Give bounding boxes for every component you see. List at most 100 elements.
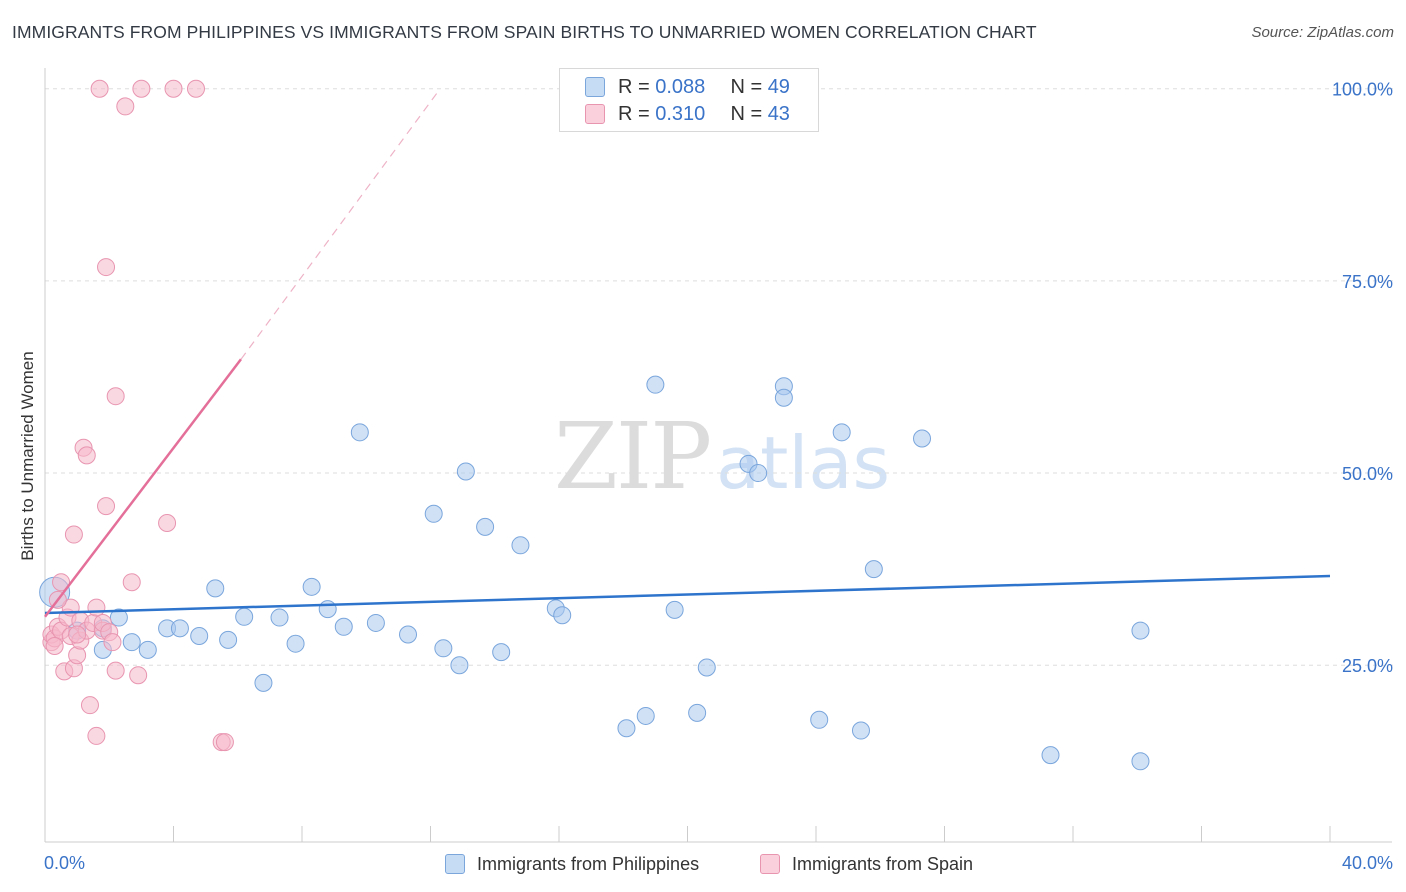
data-point-spain xyxy=(116,97,135,116)
grid-lines xyxy=(45,88,1395,666)
data-point-philippines xyxy=(810,710,829,729)
trend-line-spain-extension xyxy=(240,88,441,360)
data-point-philippines xyxy=(749,464,768,483)
data-point-philippines xyxy=(366,613,385,632)
data-point-spain xyxy=(68,646,87,665)
y-tick-label: 50.0% xyxy=(1342,464,1393,484)
legend-text-spain: R = 0.310 N = 43 xyxy=(618,103,790,126)
x-tick-label: 40.0% xyxy=(1342,853,1393,873)
data-point-spain xyxy=(186,79,205,98)
bottom-legend-swatch-spain xyxy=(760,854,780,874)
data-point-philippines xyxy=(254,673,273,692)
data-point-philippines xyxy=(646,375,665,394)
data-point-philippines xyxy=(832,423,851,442)
legend-text-philippines: R = 0.088 N = 49 xyxy=(618,76,790,99)
data-point-philippines xyxy=(219,630,238,649)
data-point-philippines xyxy=(450,656,469,675)
data-point-philippines xyxy=(697,658,716,677)
legend-n-value-spain: 43 xyxy=(767,102,790,125)
data-point-spain xyxy=(132,79,151,98)
data-point-spain xyxy=(158,514,177,533)
legend-n-value-philippines: 49 xyxy=(767,75,790,98)
trend-line-philippines xyxy=(44,574,1331,615)
data-point-philippines xyxy=(774,388,793,407)
bottom-legend-spain: Immigrants from Spain xyxy=(760,852,973,876)
legend-swatch-philippines xyxy=(585,77,605,97)
legend-r-value-philippines: 0.088 xyxy=(655,75,706,98)
data-point-philippines xyxy=(476,517,495,536)
data-point-philippines xyxy=(456,462,475,481)
legend-r-label: R = xyxy=(618,102,650,125)
trend-line-spain xyxy=(44,358,242,618)
data-point-philippines xyxy=(1041,746,1060,765)
data-point-spain xyxy=(87,598,106,617)
data-point-philippines xyxy=(688,703,707,722)
x-tick-label: 0.0% xyxy=(44,853,85,873)
data-point-philippines xyxy=(109,608,128,627)
tick-labels: 25.0% 50.0% 75.0% 100.0% 0.0% 40.0% xyxy=(44,80,1393,873)
data-point-philippines xyxy=(913,429,932,448)
data-point-philippines xyxy=(424,504,443,523)
y-tick-label: 100.0% xyxy=(1332,80,1393,100)
data-point-philippines xyxy=(1131,752,1150,771)
data-point-philippines xyxy=(434,639,453,658)
data-point-spain xyxy=(103,633,122,652)
data-point-philippines xyxy=(190,627,209,646)
bottom-legend-label-spain: Immigrants from Spain xyxy=(792,853,974,874)
data-point-spain xyxy=(87,726,106,745)
data-point-spain xyxy=(90,79,109,98)
y-tick-label: 25.0% xyxy=(1342,656,1393,676)
data-point-philippines xyxy=(302,577,321,596)
data-point-spain xyxy=(215,733,234,752)
data-point-philippines xyxy=(334,617,353,636)
data-point-philippines xyxy=(665,600,684,619)
legend-r-value-spain: 0.310 xyxy=(655,102,706,125)
y-axis-label: Births to Unmarried Women xyxy=(18,351,37,561)
data-point-philippines xyxy=(636,706,655,725)
data-point-philippines xyxy=(617,719,636,738)
data-point-philippines xyxy=(350,423,369,442)
data-point-philippines xyxy=(270,608,289,627)
watermark: ZIP atlas xyxy=(554,403,890,510)
data-point-spain xyxy=(97,497,116,516)
bottom-legend-label-philippines: Immigrants from Philippines xyxy=(477,853,700,874)
data-point-spain xyxy=(68,625,87,644)
legend-n-label: N = xyxy=(730,75,763,98)
data-point-philippines xyxy=(170,619,189,638)
correlation-legend: R = 0.088 N = 49 R = 0.310 N = 43 xyxy=(559,68,819,132)
source-label: Source: ZipAtlas.com xyxy=(1251,24,1394,41)
data-point-philippines xyxy=(492,643,511,662)
bottom-legend-philippines: Immigrants from Philippines xyxy=(445,852,699,876)
data-point-spain xyxy=(106,387,125,406)
data-point-philippines xyxy=(318,600,337,619)
data-point-philippines xyxy=(206,579,225,598)
trend-lines xyxy=(44,88,1331,618)
legend-swatch-spain xyxy=(585,104,605,124)
data-point-philippines xyxy=(851,721,870,740)
data-point-spain xyxy=(64,525,83,544)
data-point-spain xyxy=(106,661,125,680)
data-point-philippines xyxy=(553,606,572,625)
data-point-spain xyxy=(122,573,141,592)
data-point-philippines xyxy=(1131,621,1150,640)
series-spain-points xyxy=(42,79,234,752)
data-point-spain xyxy=(129,666,148,685)
data-point-spain xyxy=(164,79,183,98)
legend-r-label: R = xyxy=(618,75,650,98)
data-point-spain xyxy=(45,637,64,655)
data-point-philippines xyxy=(235,607,254,626)
data-point-philippines xyxy=(864,560,883,579)
data-point-spain xyxy=(97,258,116,277)
axes xyxy=(44,68,1392,843)
watermark-zip: ZIP xyxy=(554,403,710,510)
bottom-legend-swatch-philippines xyxy=(445,854,465,874)
data-point-philippines xyxy=(399,625,418,644)
legend-n-label: N = xyxy=(730,102,763,125)
chart-title: IMMIGRANTS FROM PHILIPPINES VS IMMIGRANT… xyxy=(12,22,1037,42)
y-tick-label: 75.0% xyxy=(1342,272,1393,292)
data-point-spain xyxy=(80,696,99,715)
data-point-philippines xyxy=(122,633,141,652)
data-point-spain xyxy=(77,446,96,465)
data-point-philippines xyxy=(286,634,305,653)
